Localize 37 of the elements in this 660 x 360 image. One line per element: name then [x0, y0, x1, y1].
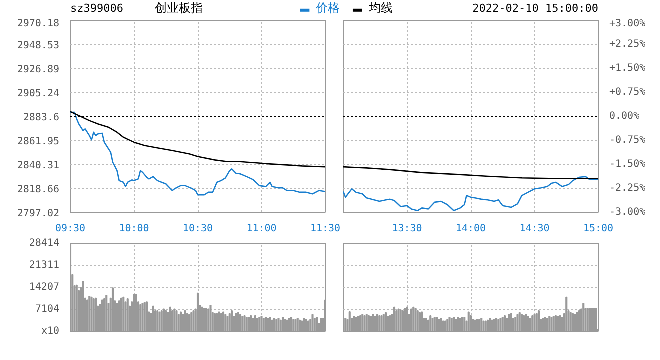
x-tick-label: 15:00 — [583, 224, 614, 234]
y-tick-label: 14207 — [29, 282, 60, 293]
y-tick-label: 2797.02 — [17, 208, 60, 220]
y-tick-label: 28414 — [29, 238, 60, 249]
legend-label: 均线 — [368, 0, 393, 15]
text: 2022-02-10 15:00:00 — [472, 2, 599, 15]
y-tick-label: 2861.95 — [17, 136, 60, 148]
y-tick-label: 2926.89 — [17, 64, 60, 76]
text: +3.00% — [610, 18, 646, 30]
x-tick-label: 13:30 — [392, 224, 422, 234]
y-tick-label: 2905.24 — [17, 88, 60, 100]
y-tick-label: 2948.53 — [17, 40, 60, 52]
legend-label: 价格 — [315, 0, 340, 15]
chart-subtitle: sz399006 — [70, 2, 124, 15]
y-tick-label: x10 — [41, 326, 60, 337]
y-tick-label: 21311 — [29, 260, 60, 271]
text: -1.50% — [610, 159, 646, 170]
text: +2.25% — [610, 39, 646, 50]
y-tick-label: 2818.66 — [17, 184, 60, 196]
x-tick-label: 11:00 — [246, 224, 277, 234]
x-tick-label: 09:30 — [55, 224, 86, 234]
x-tick-label: 11:30 — [310, 224, 341, 234]
text: -3.00% — [610, 207, 646, 218]
y-tick-label: 2970.18 — [17, 18, 60, 30]
y-tick-label: 2840.31 — [17, 160, 60, 172]
chart-title: 创业板指 — [154, 0, 203, 15]
x-tick-label: 10:30 — [182, 224, 214, 234]
x-tick-label: 14:30 — [520, 224, 550, 234]
text: +1.50% — [610, 63, 646, 74]
y-tick-label: 7104 — [35, 304, 60, 315]
x-tick-label: 10:00 — [119, 224, 150, 234]
y-tick-label: 2883.6 — [23, 112, 60, 124]
text: -2.25% — [610, 183, 646, 194]
text: -0.75% — [610, 135, 646, 146]
x-tick-label: 14:00 — [456, 224, 486, 234]
text: +0.75% — [610, 87, 646, 98]
text: 0.00% — [610, 111, 640, 122]
